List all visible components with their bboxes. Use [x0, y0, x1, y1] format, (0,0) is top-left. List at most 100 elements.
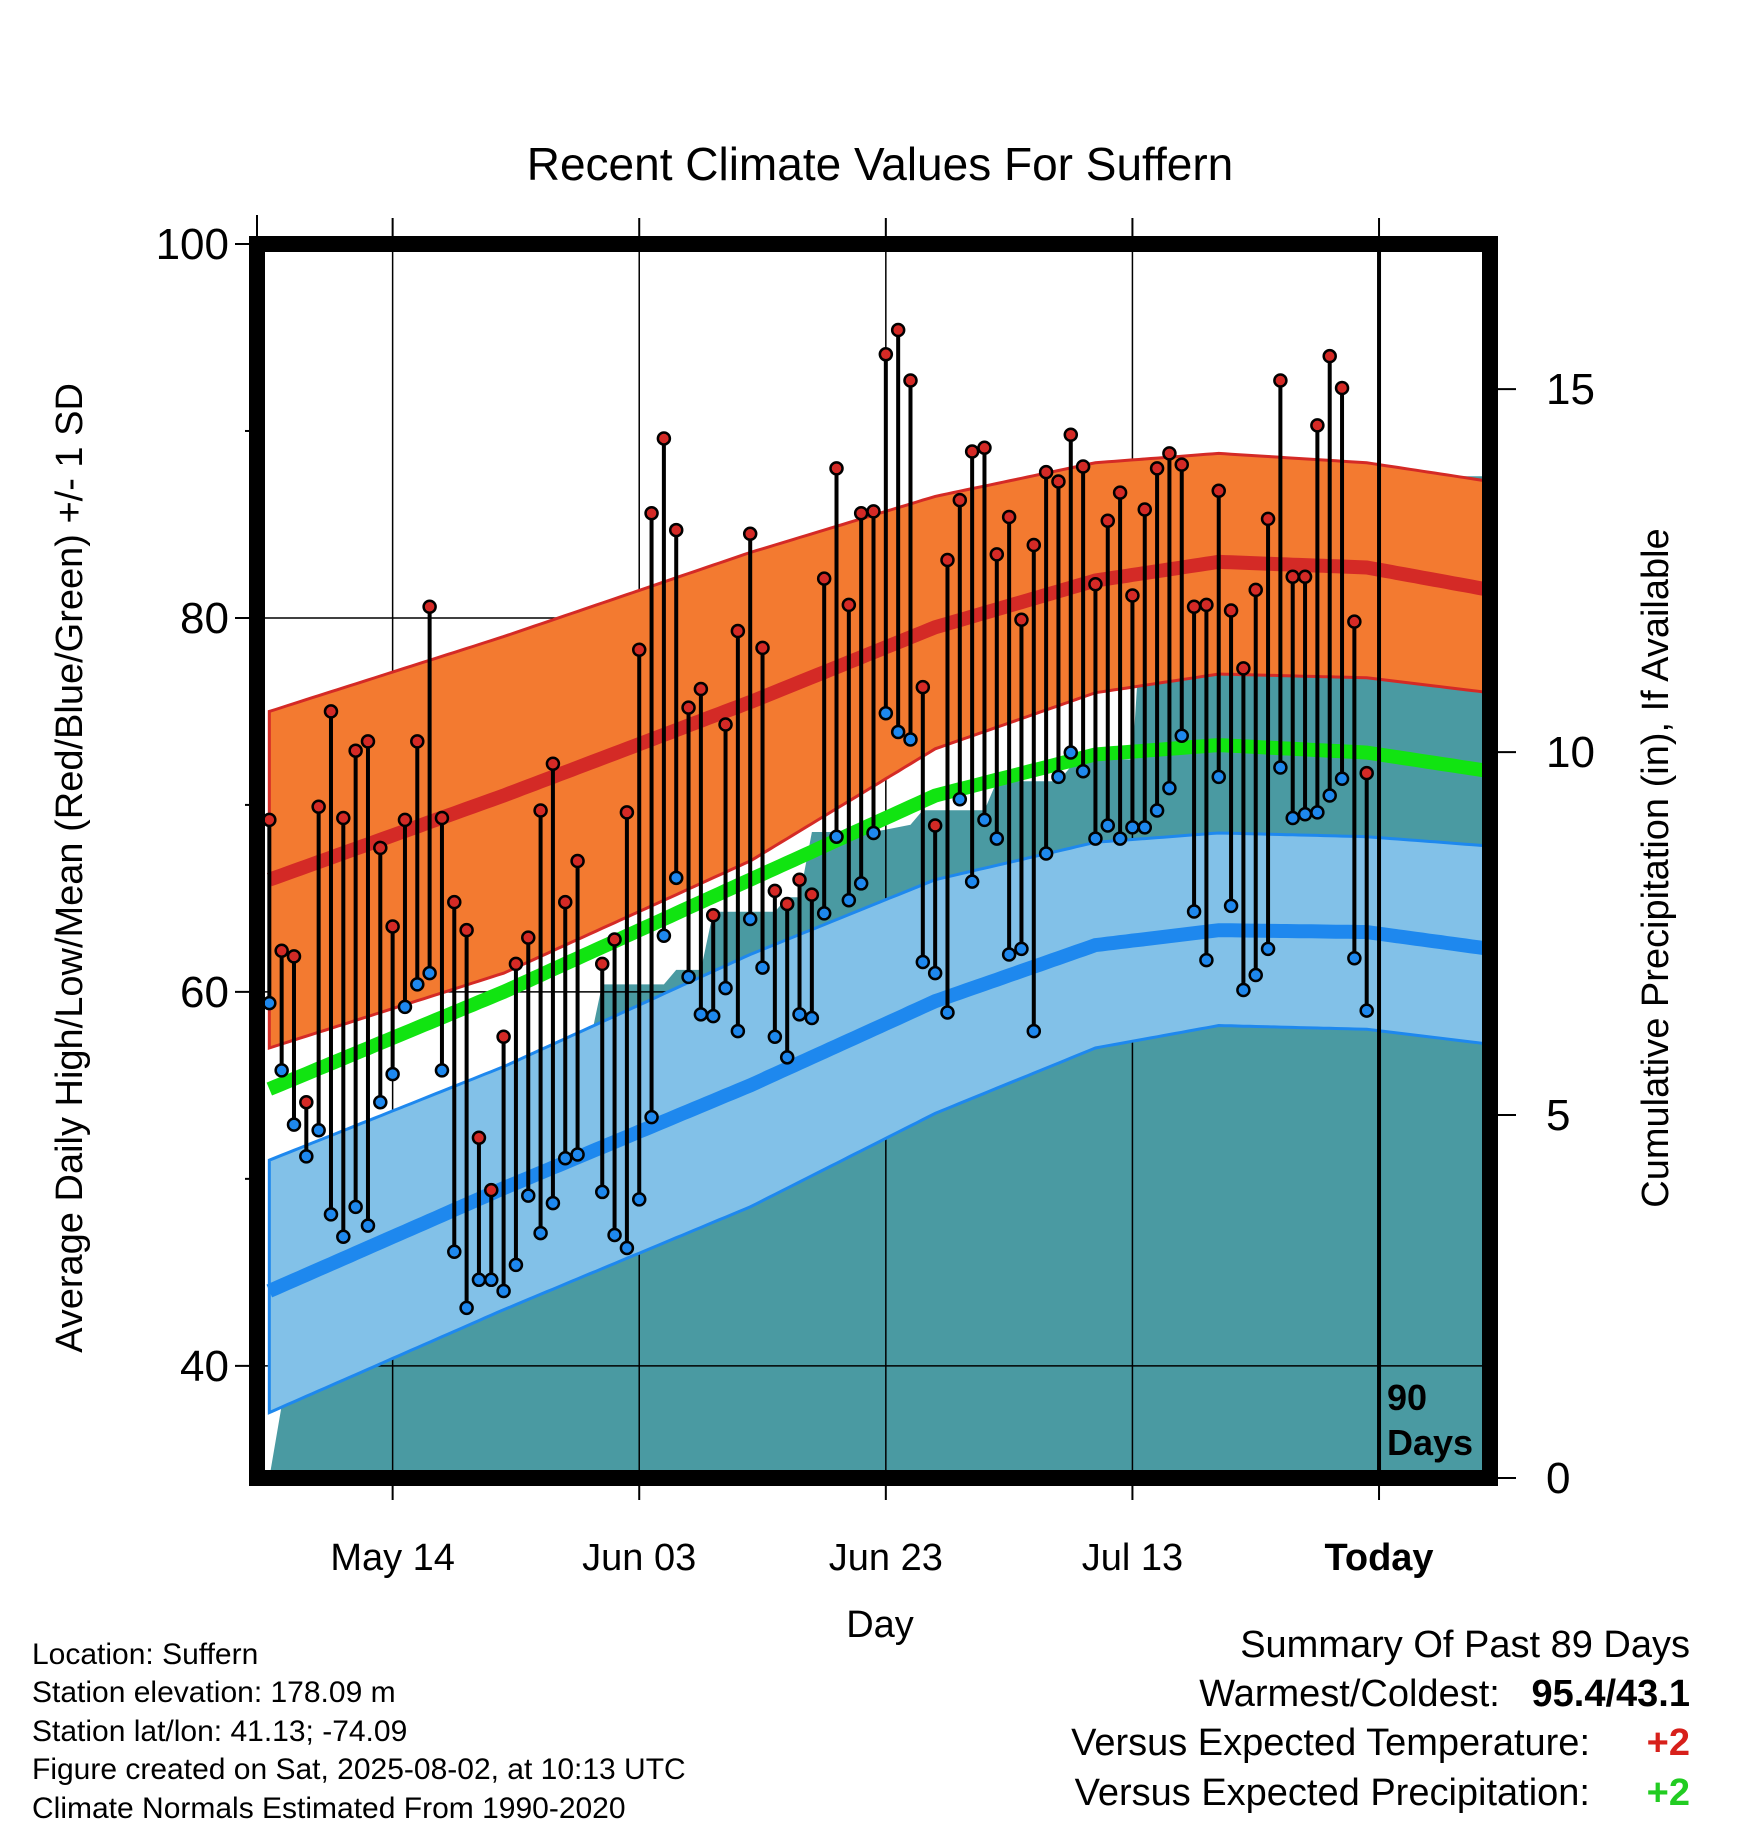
footer-normals: Climate Normals Estimated From 1990-2020	[32, 1792, 626, 1825]
daily-low-point-82	[1260, 941, 1276, 957]
daily-low-point-32	[644, 1109, 659, 1125]
y-right-tick-label: 10	[1546, 728, 1595, 777]
daily-low-point-36	[693, 1007, 709, 1022]
daily-high-point-44	[792, 872, 807, 887]
daily-low-point-10	[373, 1094, 388, 1110]
warm-cold-value: 95.4/43.1	[1531, 1673, 1690, 1715]
daily-high-point-39	[730, 623, 746, 639]
normal-high-line	[266, 554, 1490, 887]
daily-high-point-57	[952, 492, 968, 508]
daily-low-point-37	[705, 1008, 721, 1024]
today-window-unit: Days	[1387, 1422, 1473, 1463]
daily-high-point-23	[533, 803, 548, 818]
daily-low-point-7	[336, 1229, 351, 1245]
daily-high-point-73	[1149, 461, 1165, 476]
daily-low-point-13	[410, 977, 425, 992]
daily-low-point-17	[459, 1300, 474, 1316]
daily-high-point-35	[681, 700, 696, 715]
daily-low-point-51	[878, 706, 894, 721]
daily-high-point-8	[348, 743, 363, 758]
daily-low-point-64	[1038, 846, 1054, 861]
precip-versus-label: Versus Expected Precipitation:	[1074, 1772, 1590, 1814]
daily-high-point-71	[1125, 588, 1140, 603]
daily-low-point-30	[619, 1240, 635, 1256]
daily-high-point-78	[1211, 483, 1226, 499]
daily-low-point-68	[1088, 831, 1103, 846]
daily-low-point-65	[1051, 769, 1066, 785]
daily-low-point-63	[1026, 1023, 1042, 1039]
daily-low-point-26	[570, 1147, 585, 1162]
plot-area	[257, 244, 1490, 1478]
daily-high-point-11	[385, 919, 400, 934]
daily-high-point-14	[422, 599, 437, 614]
daily-high-point-55	[927, 818, 943, 833]
daily-low-point-2	[274, 1063, 289, 1078]
daily-high-point-15	[434, 810, 450, 826]
daily-low-point-28	[594, 1184, 610, 1200]
warm-cold-label: Warmest/Coldest:	[1199, 1673, 1500, 1715]
daily-high-point-16	[447, 894, 462, 910]
daily-high-point-17	[459, 922, 474, 938]
daily-low-point-53	[903, 732, 918, 747]
daily-low-point-41	[755, 960, 770, 975]
daily-low-point-24	[545, 1195, 561, 1211]
daily-low-point-5	[311, 1122, 326, 1138]
x-tick-label: Today	[1324, 1537, 1433, 1579]
daily-low-point-34	[668, 870, 684, 886]
daily-high-point-13	[410, 734, 425, 749]
daily-low-point-12	[397, 999, 413, 1015]
daily-low-point-42	[767, 1029, 783, 1045]
daily-low-point-48	[841, 893, 857, 908]
daily-high-point-5	[311, 799, 326, 815]
daily-low-point-20	[496, 1283, 511, 1299]
daily-high-point-37	[705, 907, 721, 923]
daily-low-point-21	[508, 1257, 524, 1273]
daily-high-point-65	[1051, 474, 1066, 489]
daily-low-point-15	[434, 1063, 450, 1078]
daily-high-point-72	[1137, 502, 1153, 517]
daily-high-point-67	[1075, 459, 1091, 474]
precip-versus-value: +2	[1646, 1772, 1690, 1814]
daily-high-point-10	[373, 840, 388, 856]
daily-low-point-40	[742, 911, 758, 927]
y-left-tick-label: 60	[180, 968, 229, 1017]
daily-low-point-71	[1125, 820, 1140, 835]
daily-high-point-6	[323, 704, 339, 719]
daily-low-point-1	[262, 995, 277, 1011]
daily-low-point-84	[1285, 810, 1300, 826]
temp-versus-value: +2	[1646, 1722, 1690, 1764]
footer-latlon: Station lat/lon: 41.13; -74.09	[32, 1715, 408, 1748]
daily-high-point-50	[866, 504, 881, 519]
daily-low-point-44	[792, 1007, 807, 1022]
daily-high-point-53	[903, 373, 918, 388]
daily-low-point-55	[927, 965, 943, 981]
daily-low-point-60	[989, 831, 1005, 846]
daily-high-point-69	[1100, 513, 1116, 528]
daily-high-point-32	[644, 505, 659, 521]
y-left-tick-label: 100	[156, 220, 229, 269]
daily-low-point-89	[1347, 950, 1362, 966]
daily-high-point-19	[484, 1182, 499, 1198]
daily-high-point-47	[829, 461, 844, 476]
daily-high-point-62	[1014, 612, 1029, 628]
daily-low-point-69	[1100, 818, 1116, 833]
daily-high-point-83	[1273, 373, 1288, 388]
daily-low-point-45	[804, 1010, 820, 1026]
daily-low-point-22	[521, 1188, 536, 1203]
daily-high-point-28	[594, 956, 610, 972]
x-tick-label: Jul 13	[1082, 1537, 1183, 1579]
daily-high-point-89	[1347, 614, 1362, 629]
x-tick-label: Jun 03	[582, 1537, 696, 1579]
daily-high-point-60	[989, 547, 1005, 562]
daily-high-point-56	[940, 552, 955, 568]
daily-high-point-90	[1359, 765, 1374, 781]
daily-low-point-86	[1310, 805, 1325, 820]
daily-high-point-7	[336, 810, 351, 826]
daily-high-point-1	[262, 812, 277, 828]
daily-low-point-57	[952, 792, 968, 807]
daily-high-point-80	[1236, 661, 1251, 676]
daily-high-point-82	[1260, 511, 1276, 527]
daily-high-point-74	[1162, 446, 1177, 461]
normal-high-band	[267, 451, 1490, 1051]
daily-low-point-78	[1211, 769, 1226, 785]
